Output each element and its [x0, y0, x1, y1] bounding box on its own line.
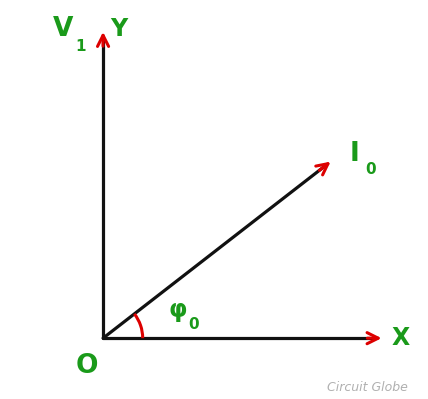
Text: Circuit Globe: Circuit Globe [327, 381, 408, 394]
Text: φ: φ [169, 298, 187, 322]
Text: I: I [350, 141, 360, 167]
Text: X: X [391, 326, 409, 350]
Text: V: V [53, 16, 74, 42]
Text: 0: 0 [188, 317, 199, 332]
Text: 0: 0 [365, 162, 376, 177]
Text: 1: 1 [75, 40, 85, 54]
Text: O: O [76, 353, 98, 379]
Text: Y: Y [110, 17, 128, 41]
